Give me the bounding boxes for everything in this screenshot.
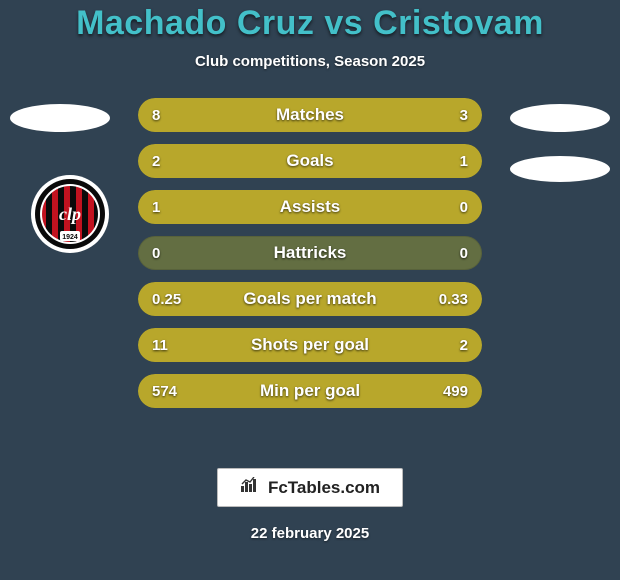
stat-fill-left xyxy=(138,190,482,224)
stat-row: Assists10 xyxy=(138,190,482,224)
stat-value-left: 2 xyxy=(152,144,160,178)
chart-icon xyxy=(240,477,260,498)
stat-fill-left xyxy=(138,98,388,132)
stat-bars: Matches83Goals21Assists10Hattricks00Goal… xyxy=(138,98,482,420)
svg-text:1924: 1924 xyxy=(62,234,78,241)
stat-value-right: 1 xyxy=(460,144,468,178)
player-left-placeholder xyxy=(10,104,110,132)
stat-fill-right xyxy=(429,328,482,362)
stat-value-left: 1 xyxy=(152,190,160,224)
stat-label: Hattricks xyxy=(138,236,482,270)
stat-value-right: 0.33 xyxy=(439,282,468,316)
stat-row: Matches83 xyxy=(138,98,482,132)
stats-area: clp 1924 Matches83Goals21Assists10Hattri… xyxy=(0,98,620,458)
stat-value-left: 8 xyxy=(152,98,160,132)
stat-value-right: 3 xyxy=(460,98,468,132)
stat-row: Goals21 xyxy=(138,144,482,178)
svg-text:clp: clp xyxy=(59,204,81,224)
stat-value-left: 11 xyxy=(152,328,168,362)
player-right-placeholder-2 xyxy=(510,156,610,182)
stat-row: Hattricks0 0 xyxy=(138,236,482,270)
stat-value-left: 0 xyxy=(152,236,160,270)
stat-value-right: 0 xyxy=(460,236,468,270)
footer-date: 22 february 2025 xyxy=(0,525,620,542)
stat-fill-left xyxy=(138,144,367,178)
stat-row: Shots per goal112 xyxy=(138,328,482,362)
stat-row: Min per goal574499 xyxy=(138,374,482,408)
page-title: Machado Cruz vs Cristovam xyxy=(0,4,620,43)
stat-value-right: 499 xyxy=(443,374,468,408)
subtitle: Club competitions, Season 2025 xyxy=(0,53,620,70)
club-badge-left: clp 1924 xyxy=(30,174,110,254)
stat-value-left: 574 xyxy=(152,374,177,408)
footer-logo: FcTables.com xyxy=(0,468,620,507)
stat-value-right: 2 xyxy=(460,328,468,362)
stat-value-right: 0 xyxy=(460,190,468,224)
stat-value-left: 0.25 xyxy=(152,282,181,316)
footer-logo-text: FcTables.com xyxy=(268,478,380,498)
stat-row: Goals per match0.250.33 xyxy=(138,282,482,316)
stat-fill-left xyxy=(138,328,429,362)
footer-logo-box[interactable]: FcTables.com xyxy=(217,468,403,507)
player-right-placeholder xyxy=(510,104,610,132)
comparison-card: Machado Cruz vs Cristovam Club competiti… xyxy=(0,0,620,580)
